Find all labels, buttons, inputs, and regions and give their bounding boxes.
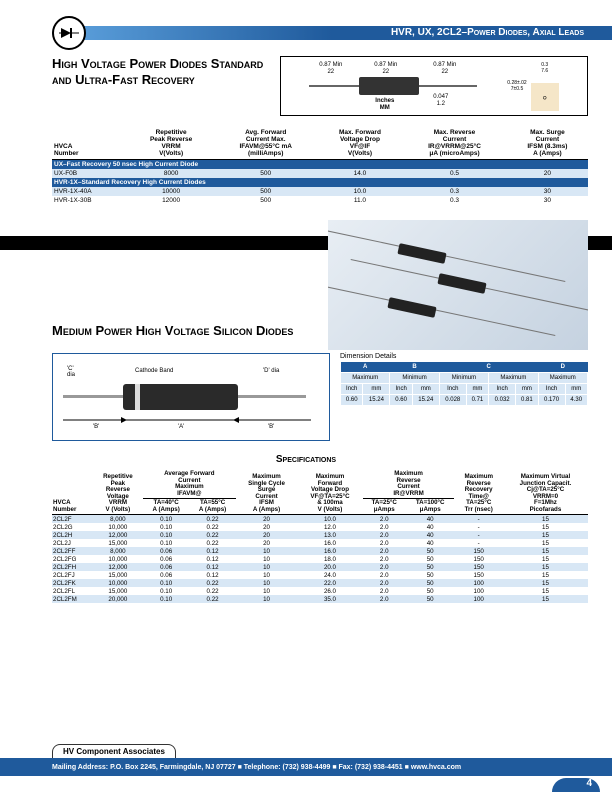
dim-body: 0.87 Min 22 — [374, 62, 397, 75]
header-bar: HVR, UX, 2CL2–Power Diodes, Axial Leads — [52, 26, 612, 40]
dim-lead-left: 0.87 Min 22 — [319, 62, 342, 75]
lbl-c: 'C' dia — [67, 366, 75, 378]
dimension-table: Dimension Details ABCDMaximumMinimumMini… — [340, 353, 588, 406]
footer-associates: HV Component Associates — [52, 744, 176, 758]
footer-bar: Mailing Address: P.O. Box 2245, Farmingd… — [0, 758, 612, 776]
footer-address: Mailing Address: P.O. Box 2245, Farmingd… — [52, 764, 461, 771]
lbl-d: 'D' dia — [263, 368, 279, 374]
header-title: HVR, UX, 2CL2–Power Diodes, Axial Leads — [391, 27, 584, 38]
dim-sq-top: 0.3 7.6 — [531, 62, 559, 75]
section1-heading: High Voltage Power Diodes Standard and U… — [52, 56, 272, 87]
page-number: 4 — [586, 778, 592, 789]
dim-sq-side: 0.28±.02 7±0.5 — [507, 80, 526, 93]
dim-table-title: Dimension Details — [340, 353, 588, 362]
logo-circle — [52, 16, 86, 50]
product-photo — [328, 220, 588, 350]
table1: HVCA NumberRepetitive Peak Reverse VRRM … — [52, 128, 588, 205]
page-number-arc: 4 — [552, 778, 600, 792]
dim-lead-right: 0.87 Min 22 — [433, 62, 456, 75]
dim-units: Inches MM — [375, 98, 394, 111]
mid-diagram: 'C' dia Cathode Band 'D' dia 'B' 'A' 'B' — [52, 353, 330, 441]
dim-dia: 0.047 1.2 — [433, 94, 448, 107]
lbl-cathode: Cathode Band — [135, 368, 173, 374]
specs-title: Specifications — [0, 454, 612, 465]
top-diagram: 0.87 Min 22 0.87 Min 22 0.87 Min 22 Inch… — [280, 56, 588, 116]
section2-heading: Medium Power High Voltage Silicon Diodes — [52, 323, 293, 338]
sq-box: ◦ — [531, 83, 559, 111]
table2: HVCA NumberRepetitive Peak Reverse Volta… — [52, 470, 588, 603]
